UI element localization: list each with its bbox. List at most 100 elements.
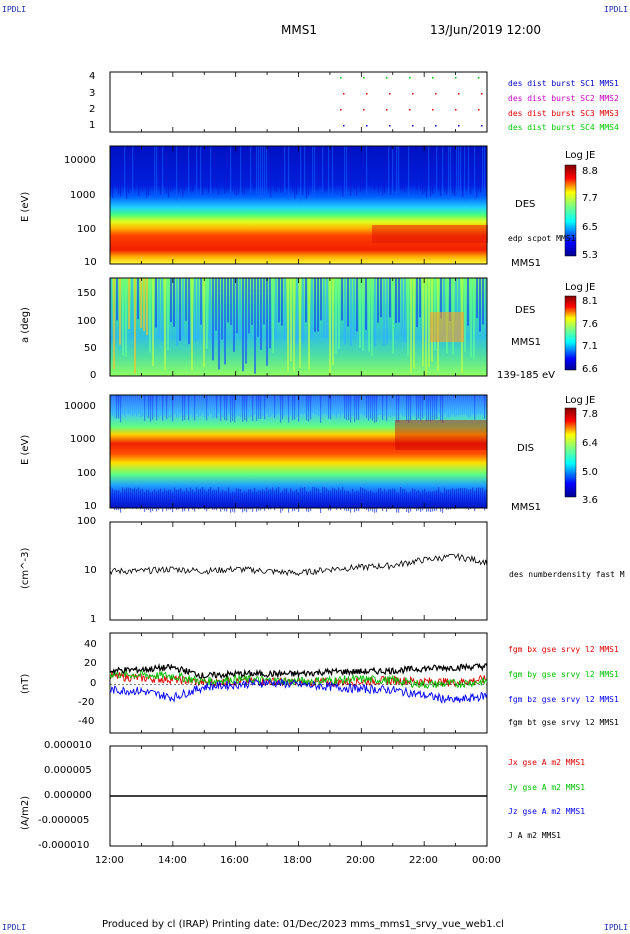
dis-stripe bbox=[212, 395, 214, 418]
dis-stripe bbox=[308, 395, 310, 422]
dis-stripe bbox=[348, 395, 350, 420]
dis-stripe bbox=[442, 492, 444, 513]
des-stripe bbox=[424, 225, 426, 243]
dis-stripe bbox=[420, 491, 422, 512]
pitch-stripe bbox=[131, 278, 133, 336]
des-stripe bbox=[384, 156, 386, 194]
pitch-stripe bbox=[209, 278, 211, 338]
des-stripe bbox=[360, 156, 362, 192]
dis-stripe bbox=[314, 487, 316, 508]
dis-stripe bbox=[232, 395, 234, 421]
des-stripe bbox=[324, 146, 326, 192]
des-stripe bbox=[422, 156, 424, 195]
des-stripe bbox=[218, 156, 220, 195]
dis-stripe bbox=[180, 395, 182, 416]
des-stripe bbox=[250, 146, 252, 194]
pitch-stripe bbox=[245, 278, 247, 364]
des-pitch-energy-range: 139-185 eV bbox=[497, 370, 555, 381]
dis-stripe bbox=[124, 489, 126, 510]
des-stripe bbox=[456, 225, 458, 243]
dis-stripe bbox=[290, 488, 292, 509]
pitch-stripe bbox=[239, 278, 241, 337]
des-stripe bbox=[408, 146, 410, 198]
dis-stripe bbox=[218, 487, 220, 508]
dis-stripe bbox=[226, 395, 228, 421]
dis-stripe bbox=[354, 395, 356, 422]
dis-stripe bbox=[248, 489, 250, 510]
dis-stripe bbox=[392, 488, 394, 509]
dis-stripe bbox=[150, 492, 152, 513]
burst-dot bbox=[432, 77, 434, 79]
dis-stripe bbox=[160, 395, 162, 416]
fgm-ytick: -20 bbox=[78, 697, 95, 708]
des-stripe bbox=[418, 156, 420, 182]
des-stripe bbox=[158, 156, 160, 185]
dis-stripe bbox=[346, 491, 348, 512]
pitch-stripe bbox=[119, 278, 121, 345]
dis-stripe bbox=[272, 487, 274, 508]
colorbar-dis-energy-tick: 5.0 bbox=[582, 467, 598, 478]
dis-stripe bbox=[198, 489, 200, 510]
dis-stripe bbox=[344, 490, 346, 511]
des-stripe bbox=[454, 225, 456, 243]
burst-dot bbox=[458, 93, 460, 95]
des-stripe bbox=[404, 156, 406, 192]
dis-stripe bbox=[394, 488, 396, 509]
dis-stripe bbox=[386, 395, 388, 421]
pitch-stripe bbox=[242, 278, 244, 372]
colorbar-des-energy-tick: 7.7 bbox=[582, 193, 598, 204]
dis-stripe bbox=[388, 489, 390, 510]
des-stripe bbox=[482, 146, 484, 194]
des-stripe bbox=[138, 156, 140, 196]
dis-stripe bbox=[240, 489, 242, 510]
des-energy-ytick: 100 bbox=[77, 224, 97, 235]
dis-energy-ylabel: E (eV) bbox=[20, 434, 31, 465]
des-stripe bbox=[256, 146, 258, 194]
pitch-stripe bbox=[482, 278, 484, 325]
dis-stripe bbox=[396, 492, 398, 513]
des-stripe bbox=[126, 156, 128, 199]
dis-stripe bbox=[122, 395, 124, 414]
dis-energy-side-label: DIS bbox=[517, 443, 534, 454]
dis-stripe bbox=[360, 487, 362, 508]
dis-stripe bbox=[248, 395, 250, 418]
des-stripe bbox=[464, 225, 466, 243]
dis-stripe bbox=[430, 395, 432, 422]
fgm-bt-line bbox=[109, 662, 488, 680]
des-pitch-side-label-2: MMS1 bbox=[511, 337, 541, 348]
des-stripe bbox=[248, 156, 250, 189]
corner-label-bl: IPDLI bbox=[2, 923, 27, 932]
dis-stripe bbox=[302, 395, 304, 415]
pitch-stripe bbox=[206, 278, 208, 349]
dis-stripe bbox=[434, 395, 436, 420]
dis-stripe bbox=[264, 490, 266, 511]
dis-stripe bbox=[312, 395, 314, 414]
pitch-stripe bbox=[383, 278, 385, 346]
dis-stripe bbox=[458, 488, 460, 509]
dis-stripe bbox=[350, 395, 352, 423]
des-stripe bbox=[284, 146, 286, 194]
des-stripe bbox=[460, 146, 462, 199]
dis-stripe bbox=[348, 491, 350, 512]
dis-stripe bbox=[378, 488, 380, 509]
dis-stripe bbox=[436, 395, 438, 419]
dis-stripe bbox=[330, 490, 332, 511]
dis-stripe bbox=[152, 491, 154, 512]
dis-stripe bbox=[208, 488, 210, 509]
dis-stripe bbox=[190, 487, 192, 508]
des-stripe bbox=[326, 146, 328, 191]
des-stripe bbox=[370, 156, 372, 186]
dis-stripe bbox=[194, 395, 196, 421]
dis-stripe bbox=[412, 395, 414, 416]
dis-stripe bbox=[298, 492, 300, 513]
pitch-stripe bbox=[287, 278, 289, 372]
des-stripe bbox=[444, 146, 446, 192]
dis-stripe bbox=[370, 490, 372, 511]
des-stripe bbox=[274, 156, 276, 191]
des-stripe bbox=[432, 225, 434, 243]
dis-stripe bbox=[206, 491, 208, 512]
dis-stripe bbox=[432, 395, 434, 421]
des-stripe bbox=[466, 225, 468, 243]
dis-stripe bbox=[460, 395, 462, 415]
pitch-stripe bbox=[473, 278, 475, 359]
